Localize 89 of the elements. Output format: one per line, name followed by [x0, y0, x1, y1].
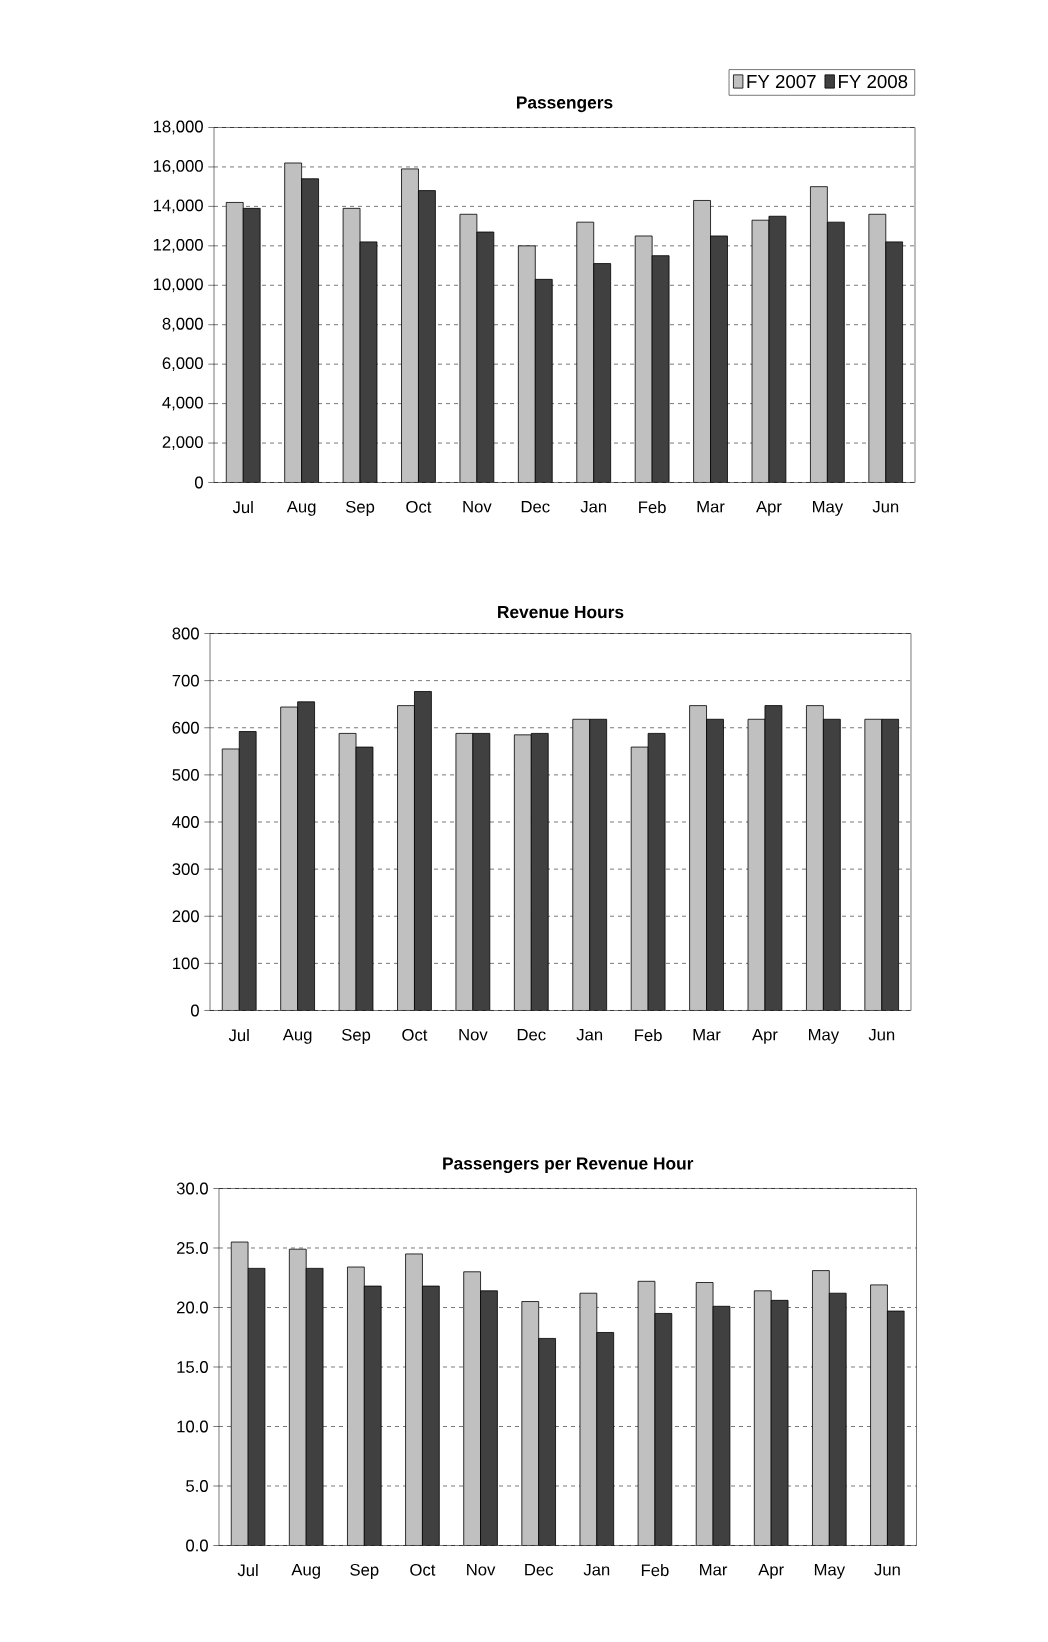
bar: [810, 186, 828, 483]
x-tick-label: Apr: [756, 500, 782, 516]
legend-label: FY 2007: [747, 74, 816, 89]
x-tick-label: Jan: [583, 1563, 610, 1576]
x-tick-label: Nov: [463, 500, 492, 513]
x-tick-label: Jul: [228, 1028, 249, 1042]
bar: [572, 718, 591, 1011]
x-tick-label: Aug: [282, 1028, 312, 1044]
y-tick-label: 30.0: [176, 1182, 208, 1195]
bar: [753, 1290, 772, 1546]
y-tick-label: 4,000: [162, 396, 203, 411]
chart-title: Revenue Hours: [498, 606, 624, 619]
x-tick-label: Oct: [410, 1563, 436, 1576]
y-tick-label: 20.0: [177, 1301, 208, 1314]
y-tick-label: 0: [194, 476, 203, 489]
y-tick-label: 800: [172, 627, 199, 640]
x-tick-label: May: [812, 500, 844, 516]
bar: [517, 245, 536, 483]
x-tick-label: Apr: [758, 1563, 784, 1579]
x-tick-label: Sep: [341, 1028, 371, 1044]
y-tick-label: 200: [172, 910, 199, 923]
y-tick-label: 10,000: [153, 278, 203, 293]
x-tick-label: May: [814, 1563, 846, 1579]
y-tick-label: 100: [173, 957, 199, 970]
bar: [347, 1266, 365, 1546]
bar: [288, 1248, 307, 1546]
y-tick-label: 16,000: [153, 160, 203, 174]
y-tick-label: 8,000: [162, 317, 203, 332]
y-tick-label: 14,000: [153, 199, 203, 214]
bar: [806, 705, 824, 1011]
x-tick-label: Feb: [639, 500, 666, 514]
x-tick-label: Dec: [521, 500, 550, 513]
y-tick-label: 5.0: [186, 1480, 208, 1492]
x-tick-label: Feb: [635, 1028, 662, 1042]
x-tick-label: Mar: [700, 1563, 728, 1576]
x-tick-label: Jun: [874, 1563, 900, 1576]
x-tick-label: Jan: [580, 500, 607, 513]
chart-title: Passengers: [516, 96, 613, 113]
x-tick-label: May: [808, 1028, 840, 1044]
y-tick-label: 500: [172, 768, 199, 781]
bar: [397, 705, 415, 1011]
x-tick-label: Jun: [872, 500, 899, 513]
x-tick-label: Sep: [350, 1563, 379, 1579]
y-tick-label: 0: [190, 1004, 199, 1017]
bar: [689, 705, 707, 1011]
bar: [521, 1301, 540, 1546]
bar: [463, 1271, 481, 1546]
y-tick-label: 2,000: [162, 436, 203, 450]
chart-title: Passengers per Revenue Hour: [443, 1157, 694, 1174]
y-tick-label: 600: [172, 721, 199, 734]
y-tick-label: 15.0: [177, 1361, 208, 1373]
bar: [221, 748, 240, 1011]
y-tick-label: 25.0: [177, 1242, 208, 1254]
legend-label: FY 2008: [839, 74, 908, 89]
bar: [401, 168, 419, 483]
bar: [284, 162, 303, 483]
x-tick-label: Mar: [697, 500, 725, 513]
y-tick-label: 400: [172, 816, 199, 828]
bar: [870, 1284, 888, 1546]
y-tick-label: 700: [172, 674, 199, 687]
x-tick-label: Jan: [576, 1028, 603, 1041]
x-tick-label: Sep: [345, 500, 375, 516]
x-tick-label: Nov: [467, 1563, 496, 1576]
y-tick-label: 300: [172, 863, 199, 876]
x-tick-label: Oct: [406, 500, 432, 513]
y-tick-label: 12,000: [153, 238, 203, 253]
y-tick-label: 0.0: [186, 1539, 208, 1552]
x-tick-label: Dec: [525, 1563, 554, 1576]
bar: [812, 1270, 830, 1546]
bar: [513, 734, 532, 1011]
x-tick-label: Jul: [232, 500, 253, 514]
x-tick-label: Jul: [237, 1563, 258, 1577]
x-tick-label: Feb: [641, 1563, 669, 1577]
x-tick-label: Apr: [752, 1028, 778, 1044]
x-tick-label: Aug: [291, 1563, 320, 1579]
x-tick-label: Dec: [517, 1028, 546, 1041]
x-tick-label: Mar: [693, 1028, 721, 1041]
y-tick-label: 6,000: [162, 357, 203, 372]
x-tick-label: Nov: [459, 1028, 488, 1041]
y-tick-label: 18,000: [153, 120, 203, 135]
bar: [405, 1253, 423, 1546]
x-tick-label: Aug: [286, 500, 316, 516]
bar: [576, 221, 595, 483]
bar: [225, 202, 244, 483]
bar: [280, 706, 299, 1011]
x-tick-label: Oct: [402, 1028, 428, 1041]
y-tick-label: 10.0: [177, 1420, 208, 1433]
x-tick-label: Jun: [868, 1028, 895, 1041]
bar: [693, 200, 711, 483]
